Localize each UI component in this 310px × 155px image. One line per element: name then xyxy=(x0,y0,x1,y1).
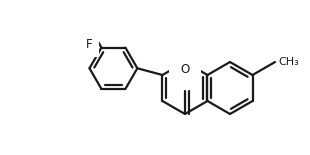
Text: O: O xyxy=(180,76,190,89)
Text: CH₃: CH₃ xyxy=(278,57,299,67)
Text: O: O xyxy=(180,63,190,76)
Text: F: F xyxy=(86,38,93,51)
